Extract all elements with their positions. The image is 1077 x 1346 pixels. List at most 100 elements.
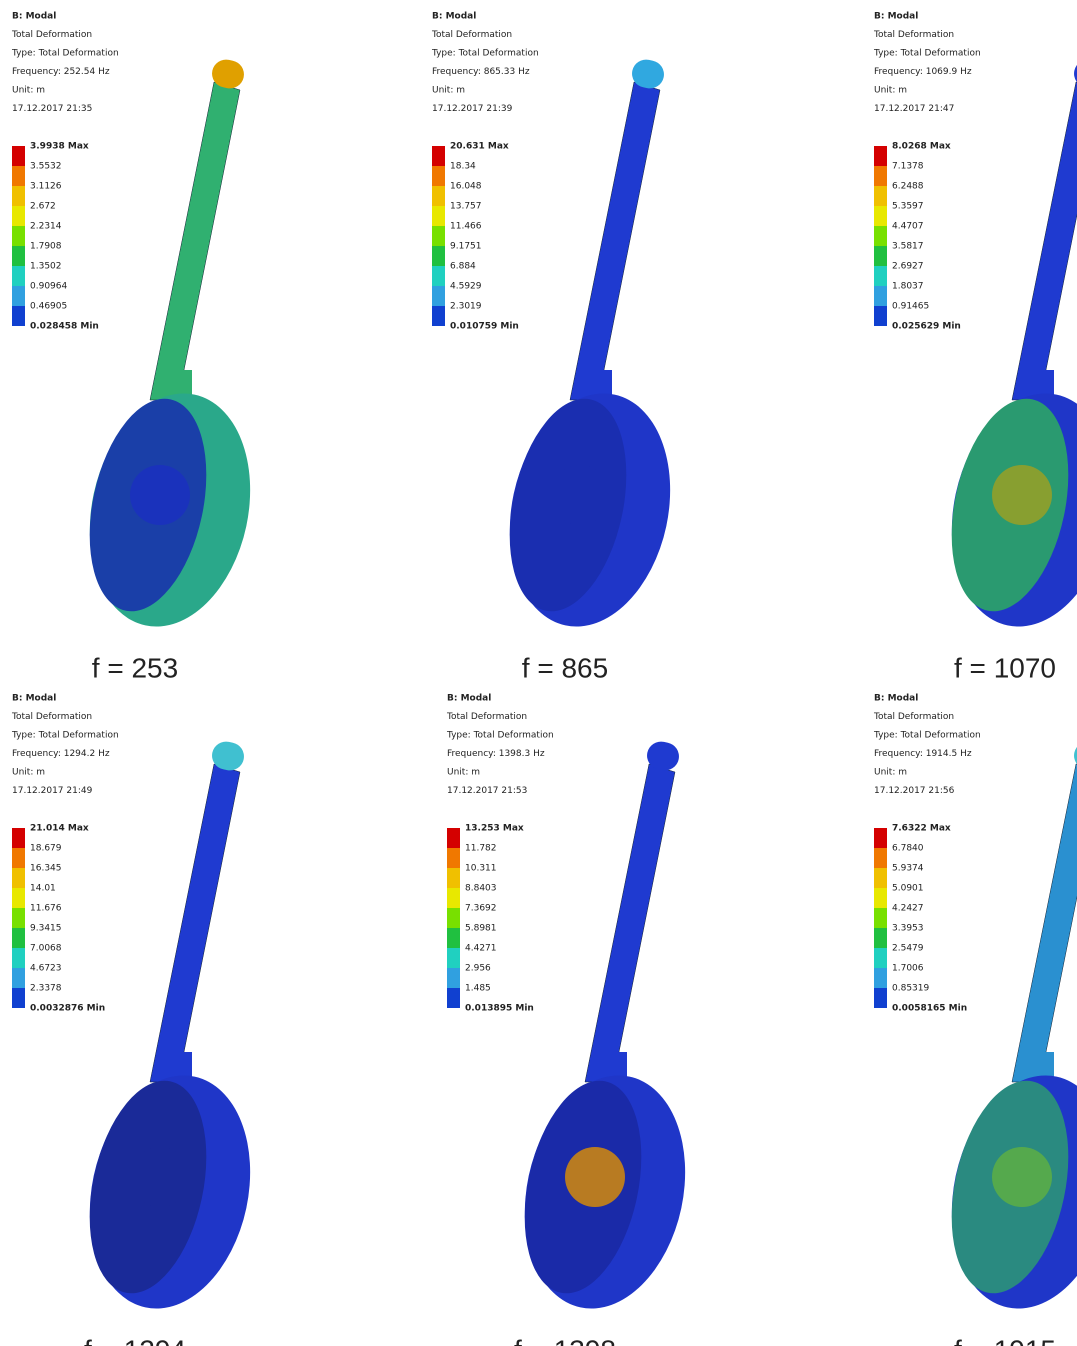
legend-swatch	[12, 848, 25, 868]
legend-label: 1.3502	[30, 262, 62, 272]
header-line: 17.12.2017 21:39	[432, 104, 513, 114]
legend-label: 11.466	[450, 222, 482, 232]
legend-swatch	[447, 988, 460, 1008]
legend-label: 0.010759 Min	[450, 322, 519, 332]
mode-spot	[992, 465, 1052, 525]
caption: f = 1915	[954, 1334, 1056, 1346]
legend-label: 0.46905	[30, 302, 67, 312]
legend-label: 0.025629 Min	[892, 322, 961, 332]
header-line: Frequency: 1069.9 Hz	[874, 67, 972, 77]
legend-swatch	[447, 908, 460, 928]
legend-swatch	[447, 888, 460, 908]
header-line: B: Modal	[12, 694, 56, 704]
legend-label: 0.028458 Min	[30, 322, 99, 332]
legend-swatch	[12, 186, 25, 206]
legend-swatch	[874, 868, 887, 888]
caption: f = 253	[92, 652, 178, 683]
header-line: Unit: m	[12, 86, 45, 96]
legend-swatch	[432, 206, 445, 226]
header-line: B: Modal	[432, 12, 476, 22]
header-line: 17.12.2017 21:53	[447, 786, 527, 796]
legend-swatch	[432, 286, 445, 306]
legend-swatch	[12, 888, 25, 908]
neck	[150, 82, 240, 400]
legend-label: 2.3019	[450, 302, 482, 312]
mandolin	[69, 739, 271, 1324]
legend-swatch	[874, 908, 887, 928]
legend-swatch	[432, 246, 445, 266]
legend-label: 0.85319	[892, 984, 929, 994]
legend-swatch	[874, 306, 887, 326]
mode-spot	[565, 1147, 625, 1207]
mandolin	[489, 57, 691, 642]
header-line: Unit: m	[874, 768, 907, 778]
legend-swatch	[874, 186, 887, 206]
legend-swatch	[12, 968, 25, 988]
legend-label: 3.3953	[892, 924, 924, 934]
legend-swatch	[12, 928, 25, 948]
legend-swatch	[12, 828, 25, 848]
legend-label: 7.6322 Max	[892, 824, 951, 834]
legend-swatch	[874, 226, 887, 246]
legend-swatch	[12, 908, 25, 928]
legend-swatch	[12, 868, 25, 888]
legend-label: 14.01	[30, 884, 56, 894]
legend-label: 11.676	[30, 904, 62, 914]
header-line: 17.12.2017 21:47	[874, 104, 954, 114]
legend-swatch	[874, 246, 887, 266]
header-line: Type: Total Deformation	[873, 731, 981, 741]
legend-swatch	[12, 306, 25, 326]
legend-swatch	[447, 848, 460, 868]
mode-spot	[130, 465, 190, 525]
header-line: Unit: m	[432, 86, 465, 96]
legend-swatch	[874, 968, 887, 988]
legend-swatch	[12, 266, 25, 286]
legend-label: 2.956	[465, 964, 491, 974]
figure: B: ModalTotal DeformationType: Total Def…	[0, 0, 1077, 1346]
legend-label: 3.9938 Max	[30, 142, 89, 152]
legend-label: 5.3597	[892, 202, 924, 212]
header-line: Type: Total Deformation	[431, 49, 539, 59]
legend-label: 0.90964	[30, 282, 67, 292]
legend-swatch	[447, 948, 460, 968]
header-line: Type: Total Deformation	[11, 731, 119, 741]
legend-swatch	[12, 286, 25, 306]
header-line: Frequency: 252.54 Hz	[12, 67, 110, 77]
legend-label: 21.014 Max	[30, 824, 89, 834]
neck	[1012, 764, 1077, 1082]
legend-swatch	[874, 888, 887, 908]
legend-label: 7.0068	[30, 944, 62, 954]
header-line: Frequency: 1398.3 Hz	[447, 749, 545, 759]
neck	[570, 82, 660, 400]
legend-label: 2.2314	[30, 222, 62, 232]
legend-label: 11.782	[465, 844, 497, 854]
mode-spot	[550, 465, 610, 525]
legend-swatch	[447, 928, 460, 948]
legend-label: 1.8037	[892, 282, 924, 292]
legend-swatch	[432, 186, 445, 206]
header-line: Frequency: 1914.5 Hz	[874, 749, 972, 759]
header-line: B: Modal	[12, 12, 56, 22]
panel: B: ModalTotal DeformationType: Total Def…	[873, 12, 1077, 684]
legend-swatch	[447, 828, 460, 848]
header-line: B: Modal	[447, 694, 491, 704]
legend-label: 9.3415	[30, 924, 62, 934]
neck	[150, 764, 240, 1082]
header-line: Unit: m	[12, 768, 45, 778]
legend-label: 4.4707	[892, 222, 924, 232]
header-line: Type: Total Deformation	[873, 49, 981, 59]
mandolin	[931, 57, 1077, 642]
legend-label: 18.34	[450, 162, 476, 172]
legend-label: 16.345	[30, 864, 62, 874]
legend-swatch	[447, 968, 460, 988]
legend-label: 6.2488	[892, 182, 924, 192]
header-line: Type: Total Deformation	[11, 49, 119, 59]
header-line: Unit: m	[447, 768, 480, 778]
legend-swatch	[12, 246, 25, 266]
legend-label: 2.3378	[30, 984, 62, 994]
legend-swatch	[12, 146, 25, 166]
legend-label: 5.0901	[892, 884, 924, 894]
